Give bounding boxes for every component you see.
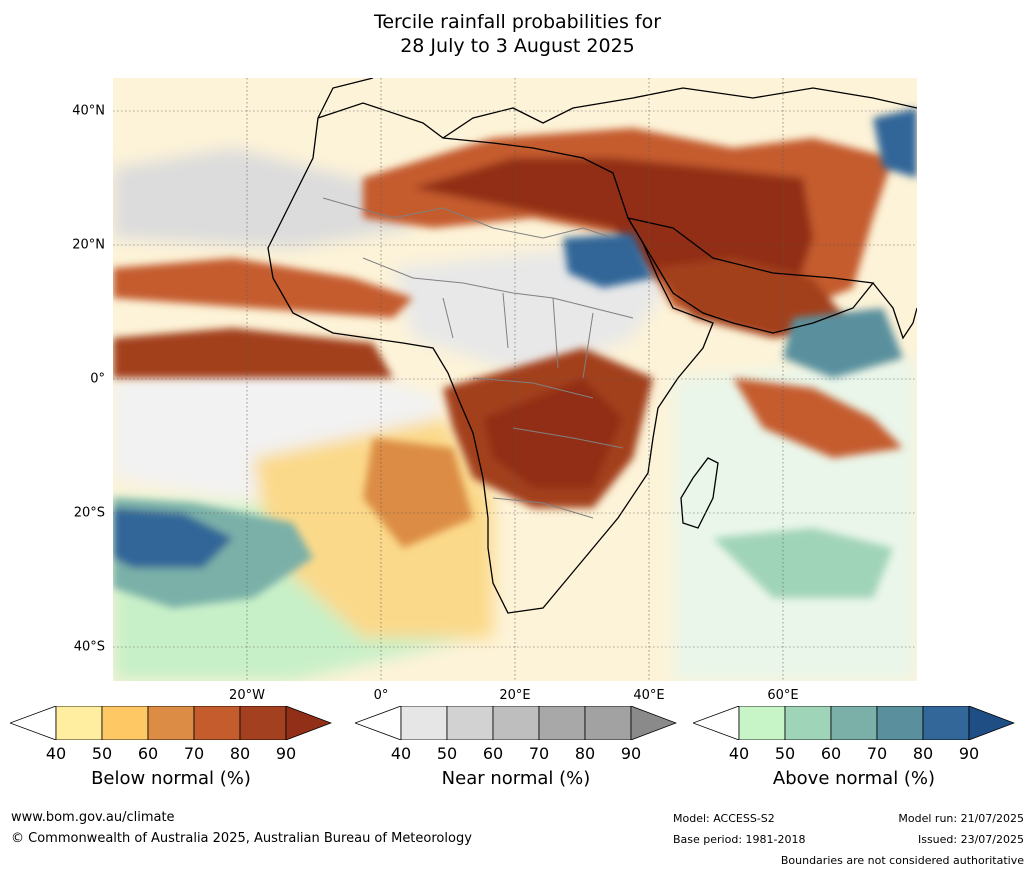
colorbar-above-label: Above normal (%)	[772, 768, 936, 789]
colorbar-near-tick: 80	[574, 744, 596, 763]
colorbar-above-tick: 60	[820, 744, 842, 763]
colorbar-above-80-90	[922, 706, 970, 740]
lon-label-0: 0°	[373, 688, 389, 703]
colorbar-below-normal	[10, 706, 332, 740]
africa-coastline	[267, 102, 714, 614]
title-line-2: 28 July to 3 August 2025	[400, 35, 635, 57]
colorbar-near-70-80	[538, 706, 586, 740]
europe-coastline	[317, 78, 917, 139]
colorbar-near-normal	[355, 706, 677, 740]
colorbar-near-tick: 50	[436, 744, 458, 763]
below-normal-gulf-guinea	[113, 328, 393, 378]
lon-label-40e: 40°E	[633, 688, 665, 703]
footer-model: Model: ACCESS-S2	[673, 812, 775, 825]
colorbar-near-label: Near normal (%)	[441, 768, 591, 789]
above-normal-red-sea	[563, 233, 653, 288]
colorbar-below-60-70	[147, 706, 195, 740]
below-normal-west-band	[113, 258, 413, 318]
colorbar-above-tick: 90	[958, 744, 980, 763]
lon-label-20w: 20°W	[229, 688, 265, 703]
madagascar-coastline	[680, 457, 719, 529]
colorbar-near-min-triangle	[355, 706, 402, 740]
above-normal-south-atlantic-core	[113, 508, 233, 568]
lon-label-60e: 60°E	[767, 688, 799, 703]
chart-title: Tercile rainfall probabilities for 28 Ju…	[0, 10, 1035, 58]
below-normal-southern-core	[483, 378, 623, 488]
rainfall-probability-map	[113, 78, 917, 681]
orange-south-atlantic	[363, 438, 473, 548]
colorbar-near-80-90	[584, 706, 632, 740]
colorbar-above-70-80	[876, 706, 924, 740]
above-normal-arabian-sea	[783, 308, 903, 378]
footer-disclaimer: Boundaries are not considered authoritat…	[780, 854, 1024, 867]
title-line-1: Tercile rainfall probabilities for	[373, 11, 662, 33]
above-normal-south-indian	[713, 528, 893, 598]
lat-label-20n: 20°N	[72, 237, 105, 253]
footer-url[interactable]: www.bom.gov.au/climate	[11, 810, 175, 825]
above-normal-northeast	[873, 108, 917, 178]
colorbar-below-min-triangle	[10, 706, 57, 740]
lat-label-0: 0°	[90, 371, 105, 387]
colorbar-below-70-80	[193, 706, 241, 740]
graticule	[113, 78, 917, 681]
footer-issued: Issued: 23/07/2025	[917, 833, 1024, 846]
colorbar-above-tick: 70	[866, 744, 888, 763]
colorbar-above-tick: 50	[774, 744, 796, 763]
colorbar-below-tick: 80	[229, 744, 251, 763]
colorbar-above-min-triangle	[693, 706, 740, 740]
colorbar-below-tick: 50	[91, 744, 113, 763]
colorbar-below-tick: 90	[275, 744, 297, 763]
lat-label-40s: 40°S	[73, 639, 105, 655]
country-borders	[322, 197, 634, 519]
grey-band-north	[113, 148, 413, 248]
colorbar-above-max-triangle	[968, 706, 1015, 740]
footer-base-period: Base period: 1981-2018	[673, 833, 806, 846]
colorbar-near-tick: 40	[390, 744, 412, 763]
colorbar-above-60-70	[830, 706, 878, 740]
colorbar-near-tick: 90	[620, 744, 642, 763]
colorbar-near-tick: 70	[528, 744, 550, 763]
colorbar-below-40-50	[55, 706, 103, 740]
colorbar-above-tick: 40	[728, 744, 750, 763]
colorbar-below-tick: 40	[45, 744, 67, 763]
below-normal-indian-ocean	[733, 378, 903, 458]
lat-label-20s: 20°S	[73, 505, 105, 521]
colorbar-near-50-60	[446, 706, 494, 740]
colorbar-below-tick: 70	[183, 744, 205, 763]
lon-label-20e: 20°E	[499, 688, 531, 703]
footer-copyright: © Commonwealth of Australia 2025, Austra…	[11, 831, 472, 846]
colorbar-below-label: Below normal (%)	[91, 768, 251, 789]
arabia-coastline	[626, 217, 875, 334]
colorbar-below-50-60	[101, 706, 149, 740]
lat-label-40n: 40°N	[72, 103, 105, 119]
colorbar-near-60-70	[492, 706, 540, 740]
colorbar-below-80-90	[239, 706, 287, 740]
colorbar-above-normal	[693, 706, 1015, 740]
colorbar-below-max-triangle	[285, 706, 332, 740]
india-coastline	[872, 282, 917, 340]
colorbar-above-40-50	[738, 706, 786, 740]
colorbar-above-tick: 80	[912, 744, 934, 763]
colorbar-near-max-triangle	[630, 706, 677, 740]
colorbar-below-tick: 60	[137, 744, 159, 763]
footer-model-run: Model run: 21/07/2025	[898, 812, 1024, 825]
colorbar-above-50-60	[784, 706, 832, 740]
colorbar-near-tick: 60	[482, 744, 504, 763]
colorbar-near-40-50	[400, 706, 448, 740]
